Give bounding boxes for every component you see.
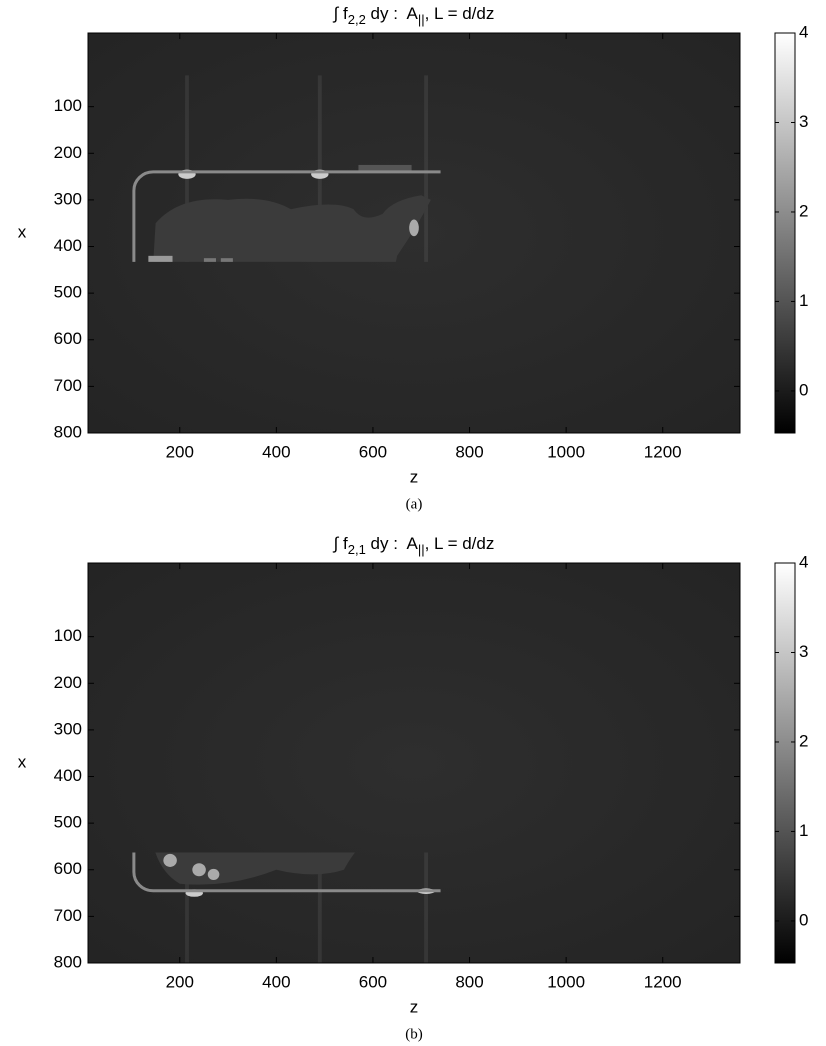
title-part: dy : A <box>366 4 419 23</box>
y-tick-label: 700 <box>54 376 82 395</box>
x-axis-label: z <box>410 467 419 486</box>
title-part: || <box>418 12 425 27</box>
title-part: || <box>418 542 425 557</box>
axes-frame <box>87 32 741 434</box>
x-tick-label: 1200 <box>644 972 682 991</box>
image-area <box>88 33 740 433</box>
colorbar <box>774 32 796 434</box>
y-tick-label: 200 <box>54 673 82 692</box>
colorbar-tick-label: 1 <box>799 821 808 840</box>
x-tick-label: 400 <box>262 972 290 991</box>
x-tick-label: 1000 <box>547 972 585 991</box>
x-tick-label: 1000 <box>547 442 585 461</box>
y-tick-label: 300 <box>54 719 82 738</box>
colorbar-tick-label: 2 <box>799 731 808 750</box>
x-tick-label: 200 <box>166 442 194 461</box>
x-tick-label: 600 <box>359 442 387 461</box>
y-tick-label: 100 <box>54 96 82 115</box>
title-part: , L = d/dz <box>425 534 495 553</box>
colorbar <box>774 562 796 964</box>
y-tick-label: 700 <box>54 906 82 925</box>
title-part: 2,1 <box>348 542 366 557</box>
colorbar-tick-label: 4 <box>799 552 808 571</box>
x-tick-label: 200 <box>166 972 194 991</box>
y-tick-label: 300 <box>54 189 82 208</box>
title-part: ∫ f <box>333 534 348 553</box>
panel-title: ∫ f2,1 dy : A||, L = d/dz <box>333 534 495 557</box>
y-tick-label: 800 <box>54 422 82 441</box>
colorbar-tick-label: 2 <box>799 201 808 220</box>
y-tick-label: 800 <box>54 952 82 971</box>
x-tick-label: 400 <box>262 442 290 461</box>
title-part: dy : A <box>366 534 419 553</box>
y-tick-label: 400 <box>54 236 82 255</box>
x-tick-label: 1200 <box>644 442 682 461</box>
title-part: 2,2 <box>348 12 366 27</box>
y-tick-label: 200 <box>54 143 82 162</box>
y-axis-label: x <box>18 752 27 771</box>
x-tick-label: 800 <box>455 442 483 461</box>
y-tick-label: 400 <box>54 766 82 785</box>
x-tick-label: 600 <box>359 972 387 991</box>
x-axis-label: z <box>410 997 419 1016</box>
y-tick-label: 600 <box>54 859 82 878</box>
axes-frame <box>87 562 741 964</box>
title-part: , L = d/dz <box>425 4 495 23</box>
y-tick-label: 500 <box>54 813 82 832</box>
colorbar-tick-label: 4 <box>799 22 808 41</box>
x-tick-label: 800 <box>455 972 483 991</box>
y-tick-label: 100 <box>54 626 82 645</box>
title-part: ∫ f <box>333 4 348 23</box>
y-tick-label: 500 <box>54 283 82 302</box>
image-area <box>88 563 740 965</box>
colorbar-tick-label: 1 <box>799 291 808 310</box>
caption: (b) <box>405 1026 423 1042</box>
colorbar-tick-label: 3 <box>799 642 808 661</box>
colorbar-tick-label: 0 <box>799 910 808 929</box>
colorbar-tick-label: 0 <box>799 380 808 399</box>
colorbar-tick-label: 3 <box>799 112 808 131</box>
y-axis-label: x <box>18 222 27 241</box>
y-tick-label: 600 <box>54 329 82 348</box>
caption: (a) <box>406 496 423 512</box>
panel-title: ∫ f2,2 dy : A||, L = d/dz <box>333 4 495 27</box>
